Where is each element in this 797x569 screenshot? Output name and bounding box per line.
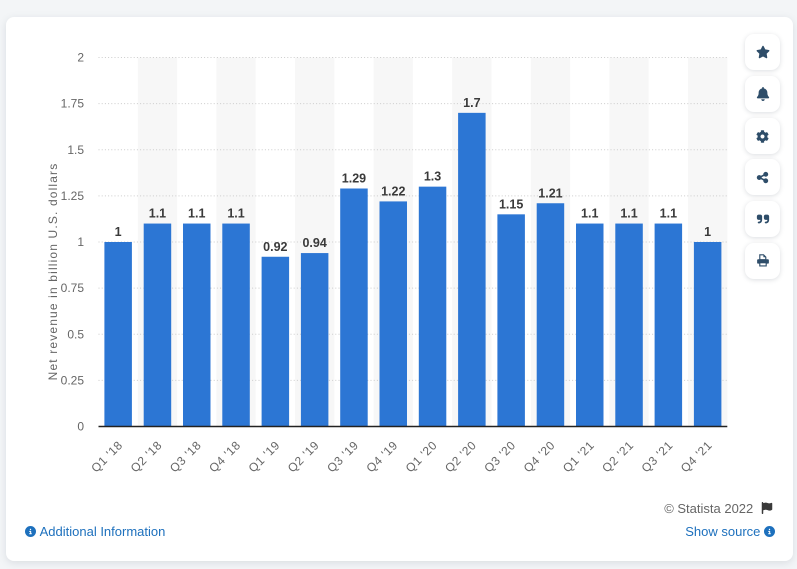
svg-text:1.1: 1.1	[149, 207, 166, 221]
svg-text:1.3: 1.3	[424, 170, 441, 184]
svg-text:1.1: 1.1	[660, 207, 677, 221]
svg-text:Q3 '20: Q3 '20	[481, 438, 518, 475]
svg-text:Q2 '18: Q2 '18	[128, 438, 165, 475]
svg-text:1: 1	[77, 235, 84, 249]
svg-text:1.1: 1.1	[188, 207, 205, 221]
svg-text:1.7: 1.7	[463, 96, 480, 110]
svg-text:1.21: 1.21	[538, 186, 562, 200]
svg-text:Q1 '19: Q1 '19	[246, 438, 283, 475]
svg-text:1.1: 1.1	[620, 207, 637, 221]
svg-text:1.5: 1.5	[67, 143, 84, 157]
svg-text:0.75: 0.75	[61, 281, 85, 295]
svg-text:Q4 '19: Q4 '19	[363, 438, 400, 475]
svg-text:Q4 '20: Q4 '20	[521, 438, 558, 475]
svg-text:Q3 '19: Q3 '19	[324, 438, 361, 475]
svg-text:Q2 '20: Q2 '20	[442, 438, 479, 475]
svg-text:Q4 '21: Q4 '21	[678, 438, 715, 475]
svg-text:1.25: 1.25	[61, 189, 85, 203]
svg-text:Q1 '18: Q1 '18	[88, 438, 125, 475]
svg-text:0.92: 0.92	[263, 240, 287, 254]
svg-text:0.25: 0.25	[61, 373, 85, 387]
svg-text:Q3 '21: Q3 '21	[639, 438, 676, 475]
svg-text:Q1 '21: Q1 '21	[560, 438, 597, 475]
svg-text:0.94: 0.94	[302, 236, 326, 250]
svg-text:Q1 '20: Q1 '20	[403, 438, 440, 475]
svg-text:1.22: 1.22	[381, 184, 405, 198]
svg-text:0.5: 0.5	[67, 327, 84, 341]
svg-text:1: 1	[704, 225, 711, 239]
svg-text:1.75: 1.75	[61, 97, 85, 111]
svg-text:1.1: 1.1	[227, 207, 244, 221]
svg-text:1.15: 1.15	[499, 197, 523, 211]
svg-text:1.29: 1.29	[342, 172, 366, 186]
svg-text:Q4 '18: Q4 '18	[206, 438, 243, 475]
svg-text:1.1: 1.1	[581, 207, 598, 221]
svg-text:Q2 '19: Q2 '19	[285, 438, 322, 475]
svg-text:1: 1	[115, 225, 122, 239]
svg-text:2: 2	[77, 51, 84, 65]
svg-text:0: 0	[77, 420, 84, 434]
svg-text:Q2 '21: Q2 '21	[599, 438, 636, 475]
svg-text:Net revenue in billion U.S. do: Net revenue in billion U.S. dollars	[46, 163, 60, 381]
svg-text:Q3 '18: Q3 '18	[167, 438, 204, 475]
